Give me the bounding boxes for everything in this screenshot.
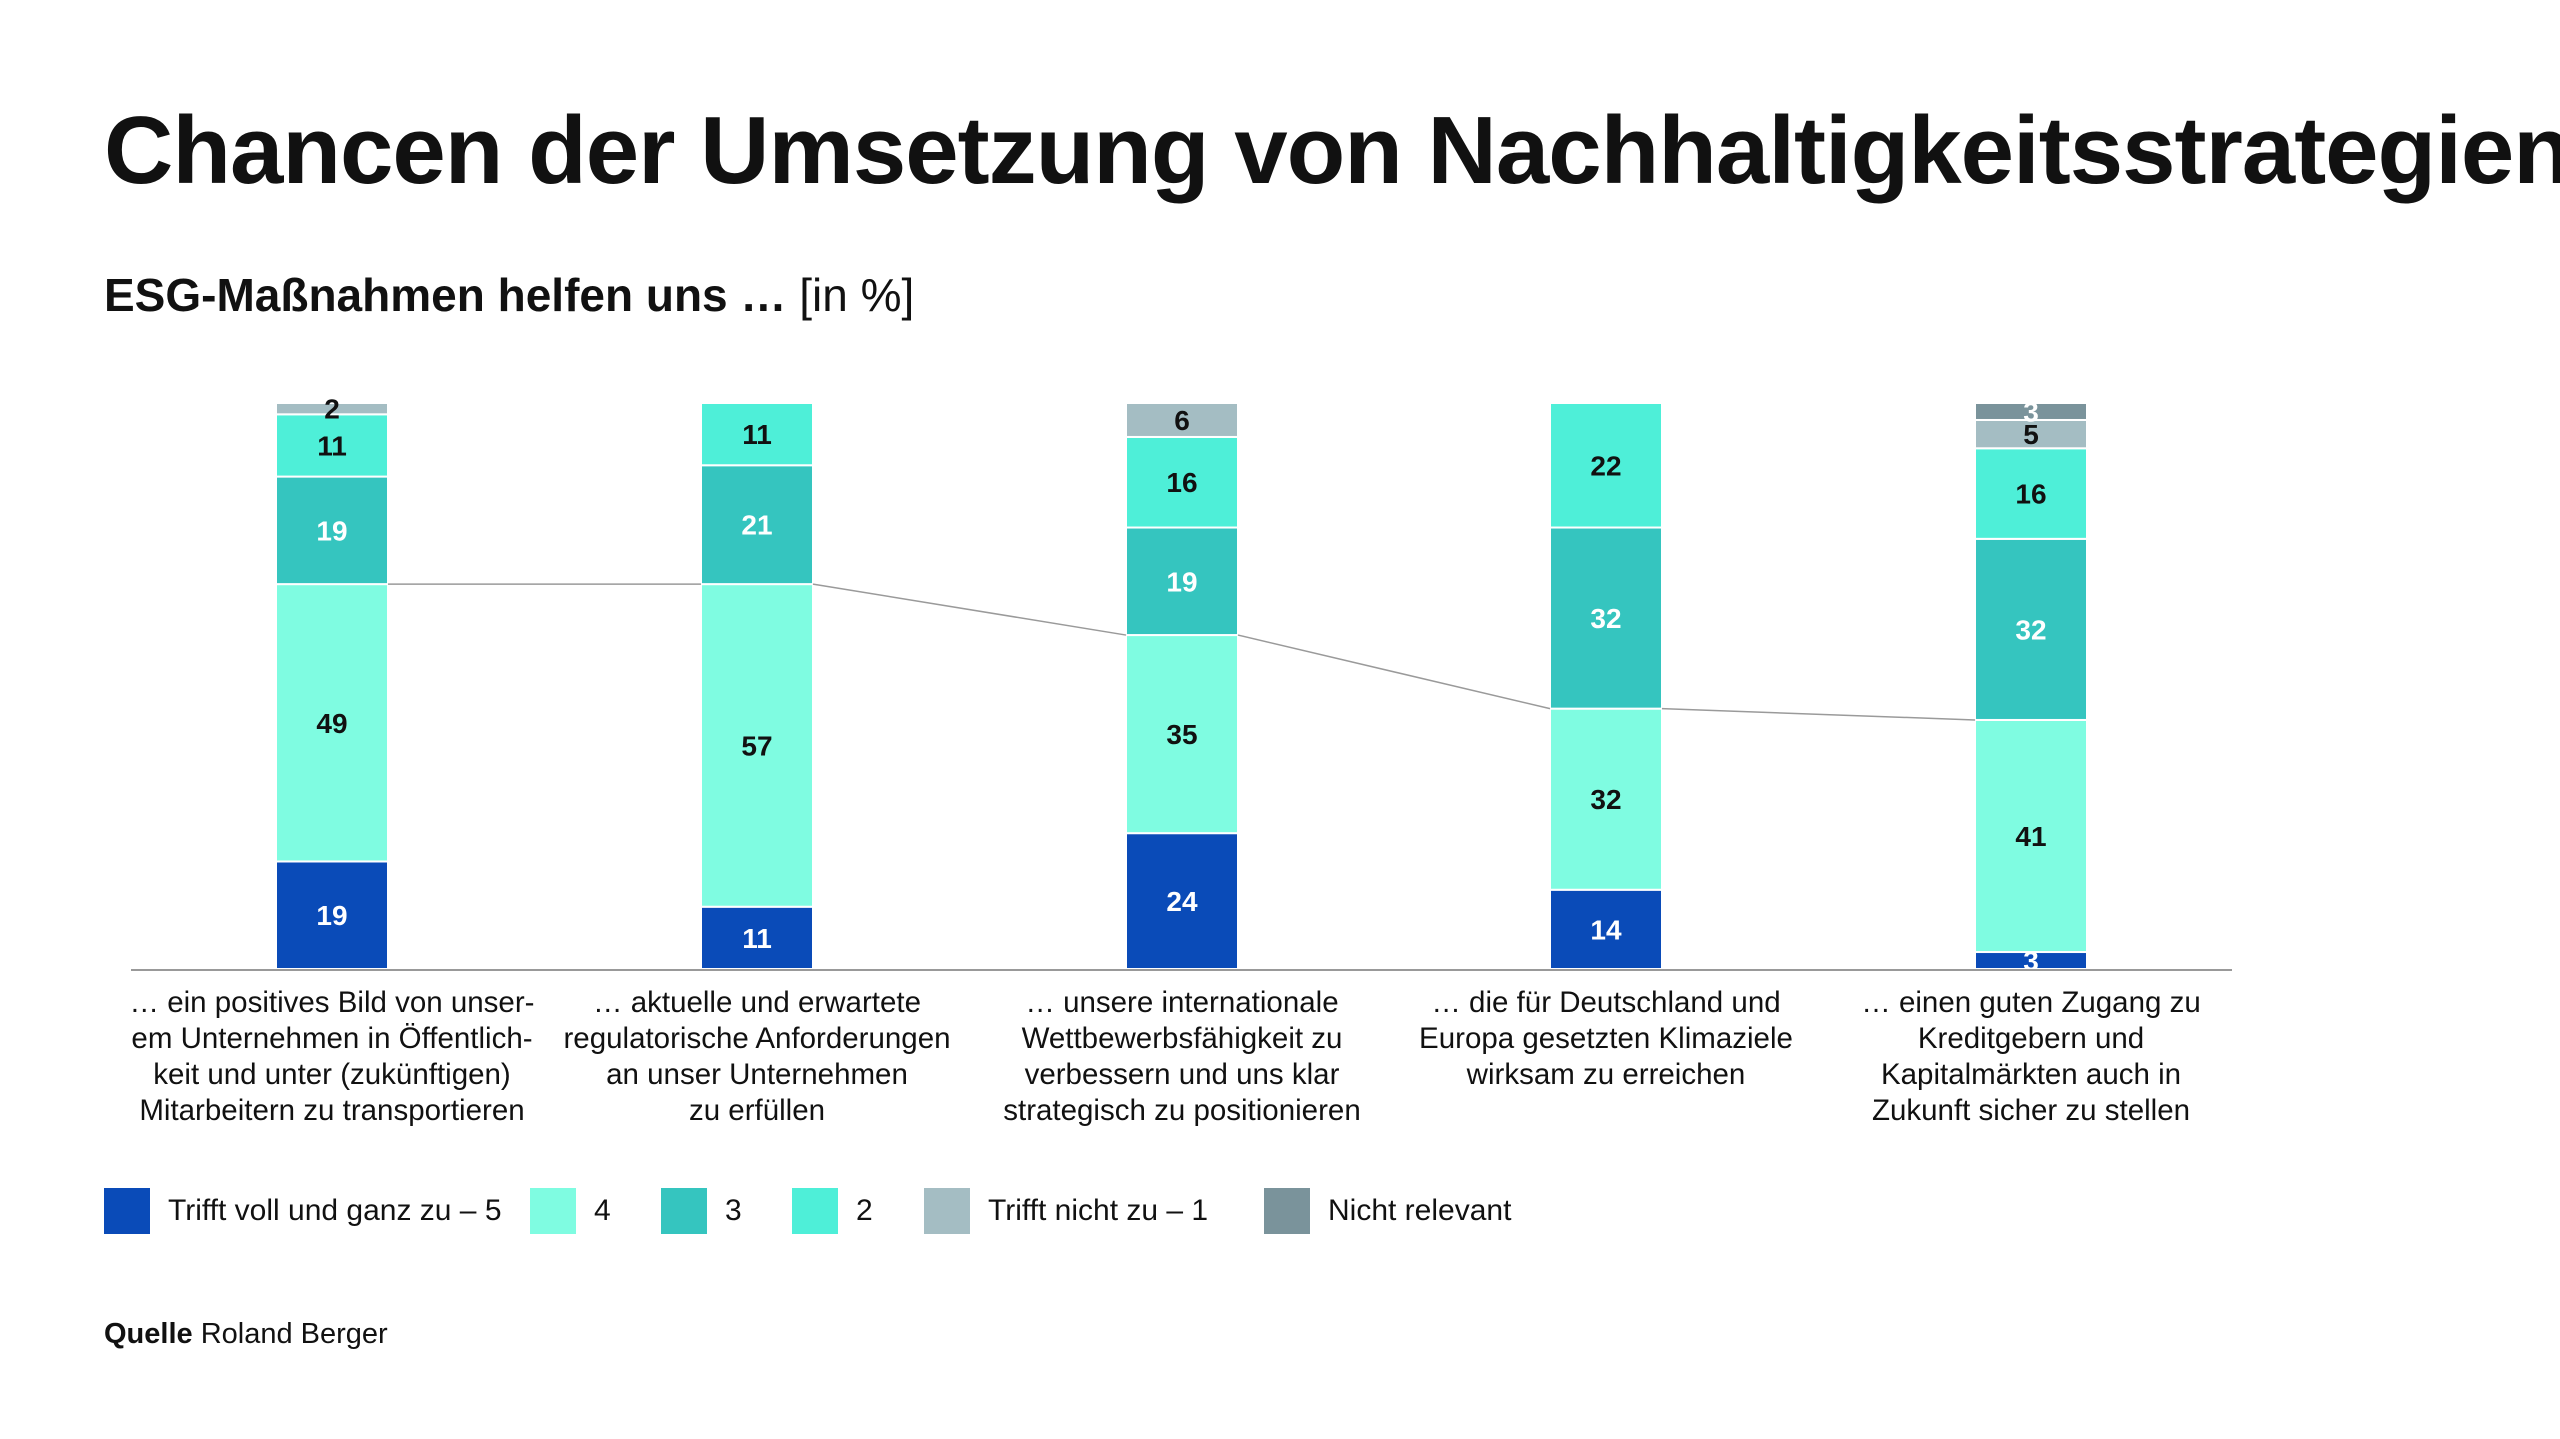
subtitle-text: ESG-Maßnahmen helfen uns … [104,269,787,321]
data-label: 57 [741,730,772,761]
bar-segment [1125,402,1239,438]
stacked-bar-chart: 1949191121157211124351916614323222341321… [131,393,2232,977]
bar-segment [1974,537,2088,721]
data-label: 11 [317,430,347,461]
data-label: 5 [2023,419,2039,450]
category-label: … ein positives Bild von unser-em Untern… [129,986,535,1127]
category-label: … einen guten Zugang zu Kreditgebern und K… [1861,986,2201,1127]
data-label: 19 [1166,566,1197,597]
data-label: 19 [316,515,347,546]
connector-line [1661,707,1976,721]
data-label: 11 [742,419,772,450]
bar-segment [1974,418,2088,450]
data-label: 3 [2023,396,2039,427]
data-label: 41 [2015,821,2046,852]
bar-segment [700,402,814,467]
legend-swatch [530,1188,576,1234]
data-label: 16 [2015,479,2046,510]
bar-segment [1549,707,1663,891]
connector-line [812,583,1127,636]
data-label: 49 [316,708,347,739]
data-label: 16 [1166,467,1197,498]
bar-segment [1125,832,1239,970]
legend-label: 2 [856,1194,873,1227]
legend-label: Trifft voll und ganz zu – 5 [168,1194,502,1227]
subtitle-unit: [in %] [799,269,915,321]
bar-segment [1974,718,2088,954]
legend-swatch [104,1188,150,1234]
bar-segment [1125,526,1239,637]
legend-swatch [661,1188,707,1234]
data-label: 35 [1166,719,1197,750]
bar-segment [1125,435,1239,529]
data-label: 24 [1166,886,1198,917]
data-label: 14 [1590,914,1622,945]
data-label: 32 [1590,784,1621,815]
bar-segment [1974,402,2088,421]
data-label: 21 [741,510,772,541]
bar-segment [1549,888,1663,971]
data-label: 22 [1590,450,1621,481]
data-label: 6 [1174,405,1190,436]
bar-segment [1125,634,1239,835]
data-label: 19 [316,900,347,931]
data-label: 32 [2015,614,2046,645]
bar-segment [275,413,389,478]
bar-segment [700,464,814,586]
data-label: 32 [1590,603,1621,634]
bar-segment [275,402,389,416]
bar-segment [700,583,814,908]
category-label: … die für Deutschland und Europa gesetzte… [1419,986,1793,1091]
source-label: Quelle [104,1318,193,1350]
category-label: … aktuelle und erwartete regulatorische A… [563,986,951,1127]
data-label: 2 [324,394,340,425]
chart-subtitle: ESG-Maßnahmen helfen uns … [in %] [104,268,914,323]
legend-swatch [924,1188,970,1234]
chart-title: Chancen der Umsetzung von Nachhaltigkeit… [104,97,2560,204]
connector-line [1237,634,1551,710]
legend-label: 3 [725,1194,742,1227]
bar-segment [275,860,389,971]
source-text: Roland Berger [200,1318,388,1350]
bar-segment [275,583,389,863]
data-label: 3 [2023,946,2039,977]
source-note: Quelle Roland Berger [104,1318,388,1351]
category-label: … unsere internationale Wettbewerbsfähigk… [1003,986,1361,1127]
data-label: 11 [742,923,772,954]
legend-label: Trifft nicht zu – 1 [988,1194,1209,1227]
bar-segment [1549,402,1663,529]
legend-swatch [792,1188,838,1234]
bar-segment [700,905,814,970]
bar-segment [1549,526,1663,710]
legend-label: 4 [594,1194,611,1227]
legend-swatch [1264,1188,1310,1234]
legend-label: Nicht relevant [1328,1194,1512,1227]
